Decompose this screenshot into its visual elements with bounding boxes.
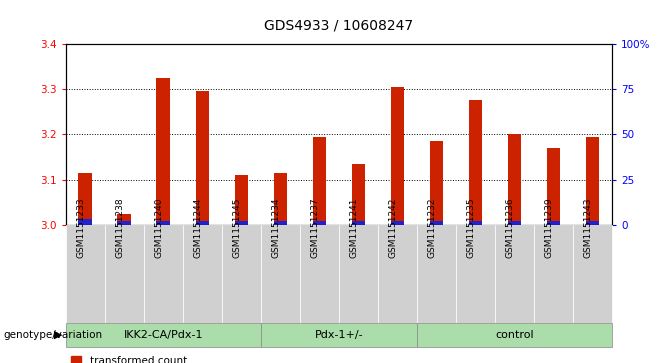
Bar xyxy=(586,136,599,225)
Bar xyxy=(195,221,209,225)
Text: GSM1151236: GSM1151236 xyxy=(505,198,515,258)
Text: GSM1151235: GSM1151235 xyxy=(467,198,475,258)
Bar xyxy=(378,225,417,323)
Bar xyxy=(118,214,131,225)
Text: GSM1151241: GSM1151241 xyxy=(349,198,359,258)
Bar xyxy=(417,323,612,347)
Bar xyxy=(430,141,443,225)
Bar xyxy=(300,225,339,323)
Text: control: control xyxy=(495,330,534,340)
Text: GSM1151243: GSM1151243 xyxy=(584,198,592,258)
Text: GSM1151245: GSM1151245 xyxy=(232,198,241,258)
Bar xyxy=(468,221,482,225)
Bar xyxy=(234,175,248,225)
Bar xyxy=(430,221,443,225)
Bar xyxy=(351,221,365,225)
Text: GDS4933 / 10608247: GDS4933 / 10608247 xyxy=(265,18,413,32)
Bar xyxy=(222,225,261,323)
Bar xyxy=(534,225,573,323)
Bar xyxy=(234,221,248,225)
Text: GSM1151238: GSM1151238 xyxy=(115,198,124,258)
Bar xyxy=(78,219,92,225)
Text: GSM1151237: GSM1151237 xyxy=(311,198,319,258)
Text: GSM1151233: GSM1151233 xyxy=(76,198,86,258)
Bar xyxy=(66,225,105,323)
Bar xyxy=(144,225,183,323)
Bar xyxy=(261,225,300,323)
Bar xyxy=(391,87,404,225)
Bar xyxy=(195,91,209,225)
Bar xyxy=(66,323,261,347)
Bar xyxy=(261,323,417,347)
Bar xyxy=(118,221,131,225)
Legend: transformed count, percentile rank within the sample: transformed count, percentile rank withi… xyxy=(71,355,266,363)
Bar xyxy=(274,173,287,225)
Bar xyxy=(507,134,521,225)
Text: IKK2-CA/Pdx-1: IKK2-CA/Pdx-1 xyxy=(124,330,203,340)
Bar xyxy=(157,221,170,225)
Bar xyxy=(274,221,287,225)
Bar xyxy=(507,221,521,225)
Bar xyxy=(573,225,612,323)
Bar xyxy=(468,100,482,225)
Bar xyxy=(105,225,144,323)
Bar xyxy=(547,148,560,225)
Bar xyxy=(417,225,456,323)
Bar xyxy=(313,136,326,225)
Bar xyxy=(586,221,599,225)
Bar xyxy=(495,225,534,323)
Bar xyxy=(339,225,378,323)
Bar xyxy=(351,164,365,225)
Text: Pdx-1+/-: Pdx-1+/- xyxy=(315,330,363,340)
Text: GSM1151240: GSM1151240 xyxy=(155,198,163,258)
Bar xyxy=(456,225,495,323)
Bar xyxy=(313,221,326,225)
Text: GSM1151242: GSM1151242 xyxy=(388,198,397,258)
Text: GSM1151244: GSM1151244 xyxy=(193,198,203,258)
Text: GSM1151239: GSM1151239 xyxy=(544,198,553,258)
Text: GSM1151232: GSM1151232 xyxy=(428,198,436,258)
Text: ▶: ▶ xyxy=(54,330,63,340)
Bar xyxy=(78,173,92,225)
Bar xyxy=(157,78,170,225)
Bar xyxy=(391,221,404,225)
Bar xyxy=(547,221,560,225)
Text: genotype/variation: genotype/variation xyxy=(3,330,103,340)
Bar xyxy=(183,225,222,323)
Text: GSM1151234: GSM1151234 xyxy=(271,198,280,258)
